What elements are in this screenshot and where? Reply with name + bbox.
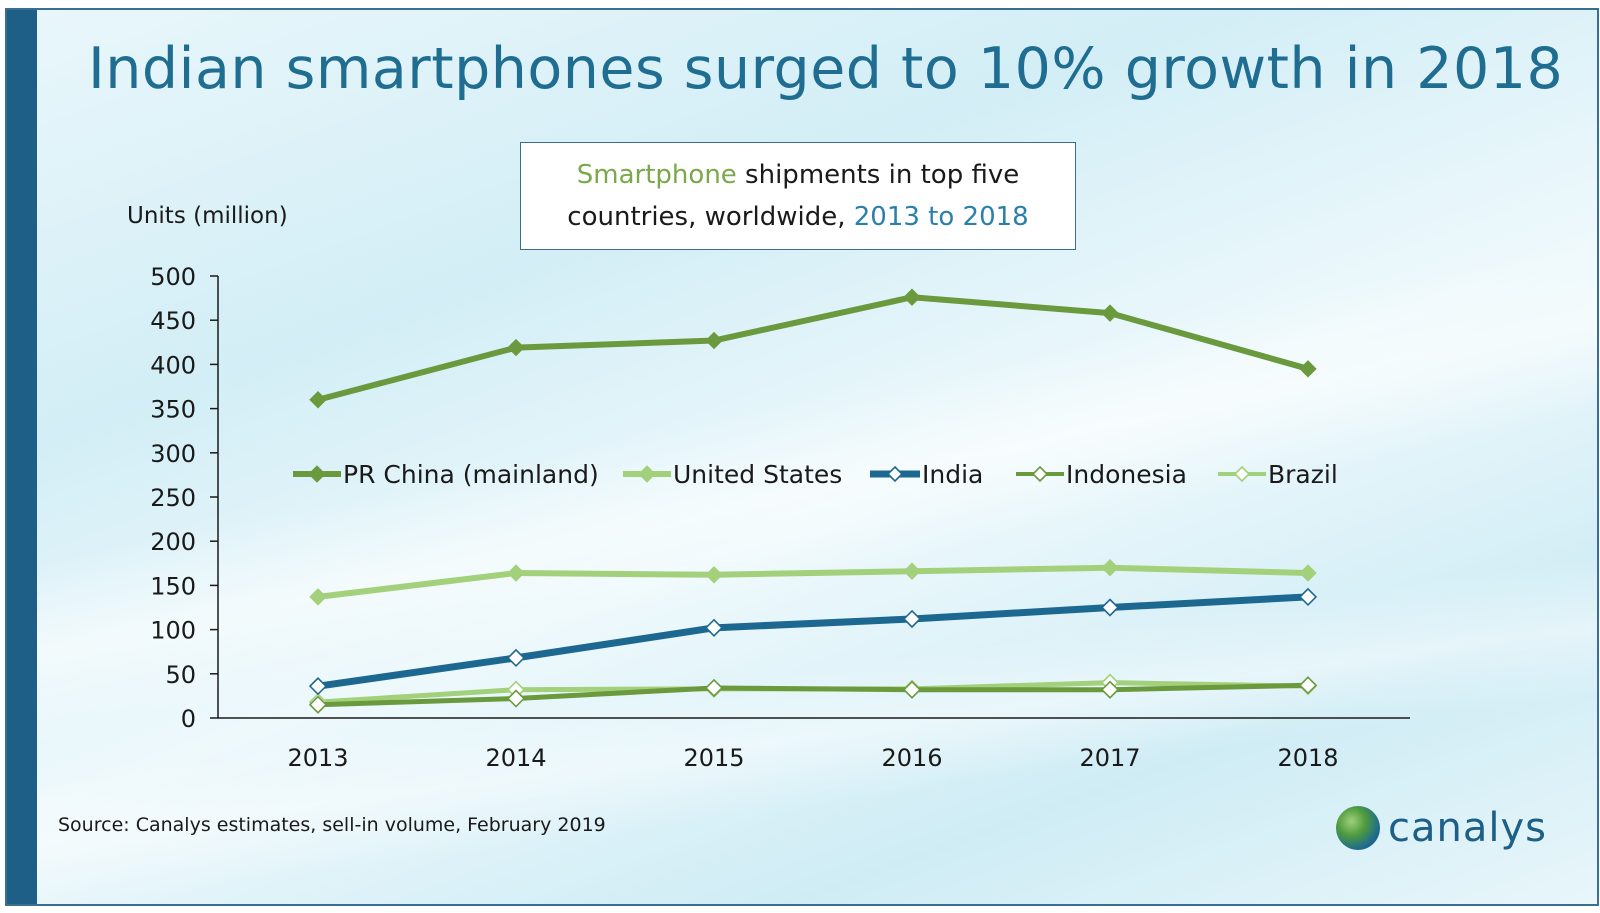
data-point-china [903,288,921,306]
data-point-us [507,564,525,582]
data-point-india [1100,598,1120,617]
legend-label-india: India [922,460,983,489]
left-accent-bar [7,10,37,904]
source-note: Source: Canalys estimates, sell-in volum… [58,814,606,836]
subtitle-highlight-smartphone: Smartphone [576,160,737,190]
legend-label-us: United States [673,460,842,489]
data-point-indonesia [1100,680,1120,699]
x-tick-label: 2013 [287,744,348,772]
data-point-china [1299,360,1317,378]
legend-marker-indonesia [1031,465,1049,483]
data-point-us [903,562,921,580]
y-tick-label: 0 [181,705,196,733]
y-tick-label: 450 [150,307,196,335]
data-point-china [507,338,525,357]
data-point-india [1298,587,1318,607]
y-tick-label: 400 [150,351,196,379]
data-point-us [705,566,723,584]
chart-subtitle-box: Smartphone shipments in top five countri… [520,142,1076,250]
data-point-indonesia [1298,676,1318,695]
x-tick-label: 2018 [1277,744,1338,772]
data-point-china [309,391,327,409]
data-point-china [1101,304,1119,322]
data-point-india [506,648,526,668]
legend-label-indonesia: Indonesia [1066,460,1187,489]
subtitle-text: countries, worldwide, [567,202,854,232]
y-tick-label: 100 [150,617,196,645]
y-tick-label: 300 [150,440,196,468]
data-point-china [705,331,723,350]
series-line-china [317,294,1309,403]
legend-label-china: PR China (mainland) [343,460,599,489]
slide-title: Indian smartphones surged to 10% growth … [88,36,1564,102]
legend-marker-india [886,465,904,483]
data-point-india [308,677,328,696]
globe-icon [1336,806,1380,850]
legend-marker-us [638,465,656,483]
data-point-indonesia [902,680,922,699]
x-tick-label: 2015 [683,744,744,772]
y-tick-label: 250 [150,484,196,512]
series-line-us [317,564,1309,600]
legend-marker-brazil [1233,465,1251,483]
y-tick-label: 350 [150,396,196,424]
data-point-us [1101,559,1119,577]
y-axis-label: Units (million) [127,203,288,229]
x-tick-label: 2017 [1079,744,1140,772]
x-tick-label: 2016 [881,744,942,772]
legend-marker-china [308,465,326,483]
data-point-indonesia [704,678,724,698]
subtitle-text: shipments in top five [736,160,1020,190]
data-point-indonesia [308,695,328,714]
data-point-india [902,609,922,629]
data-point-indonesia [506,689,526,708]
data-point-us [309,588,327,606]
y-tick-label: 50 [165,661,196,689]
data-point-us [1299,564,1317,582]
logo-wordmark: canalys [1388,805,1547,851]
data-point-india [704,618,724,637]
y-tick-label: 150 [150,572,196,600]
canalys-logo: canalys [1336,802,1547,854]
x-tick-label: 2014 [485,744,546,772]
series-line-india [317,593,1309,690]
subtitle-highlight-years: 2013 to 2018 [853,202,1029,232]
legend-label-brazil: Brazil [1268,460,1338,489]
series-line-indonesia [317,682,1309,708]
y-tick-label: 500 [150,263,196,291]
y-tick-label: 200 [150,528,196,556]
